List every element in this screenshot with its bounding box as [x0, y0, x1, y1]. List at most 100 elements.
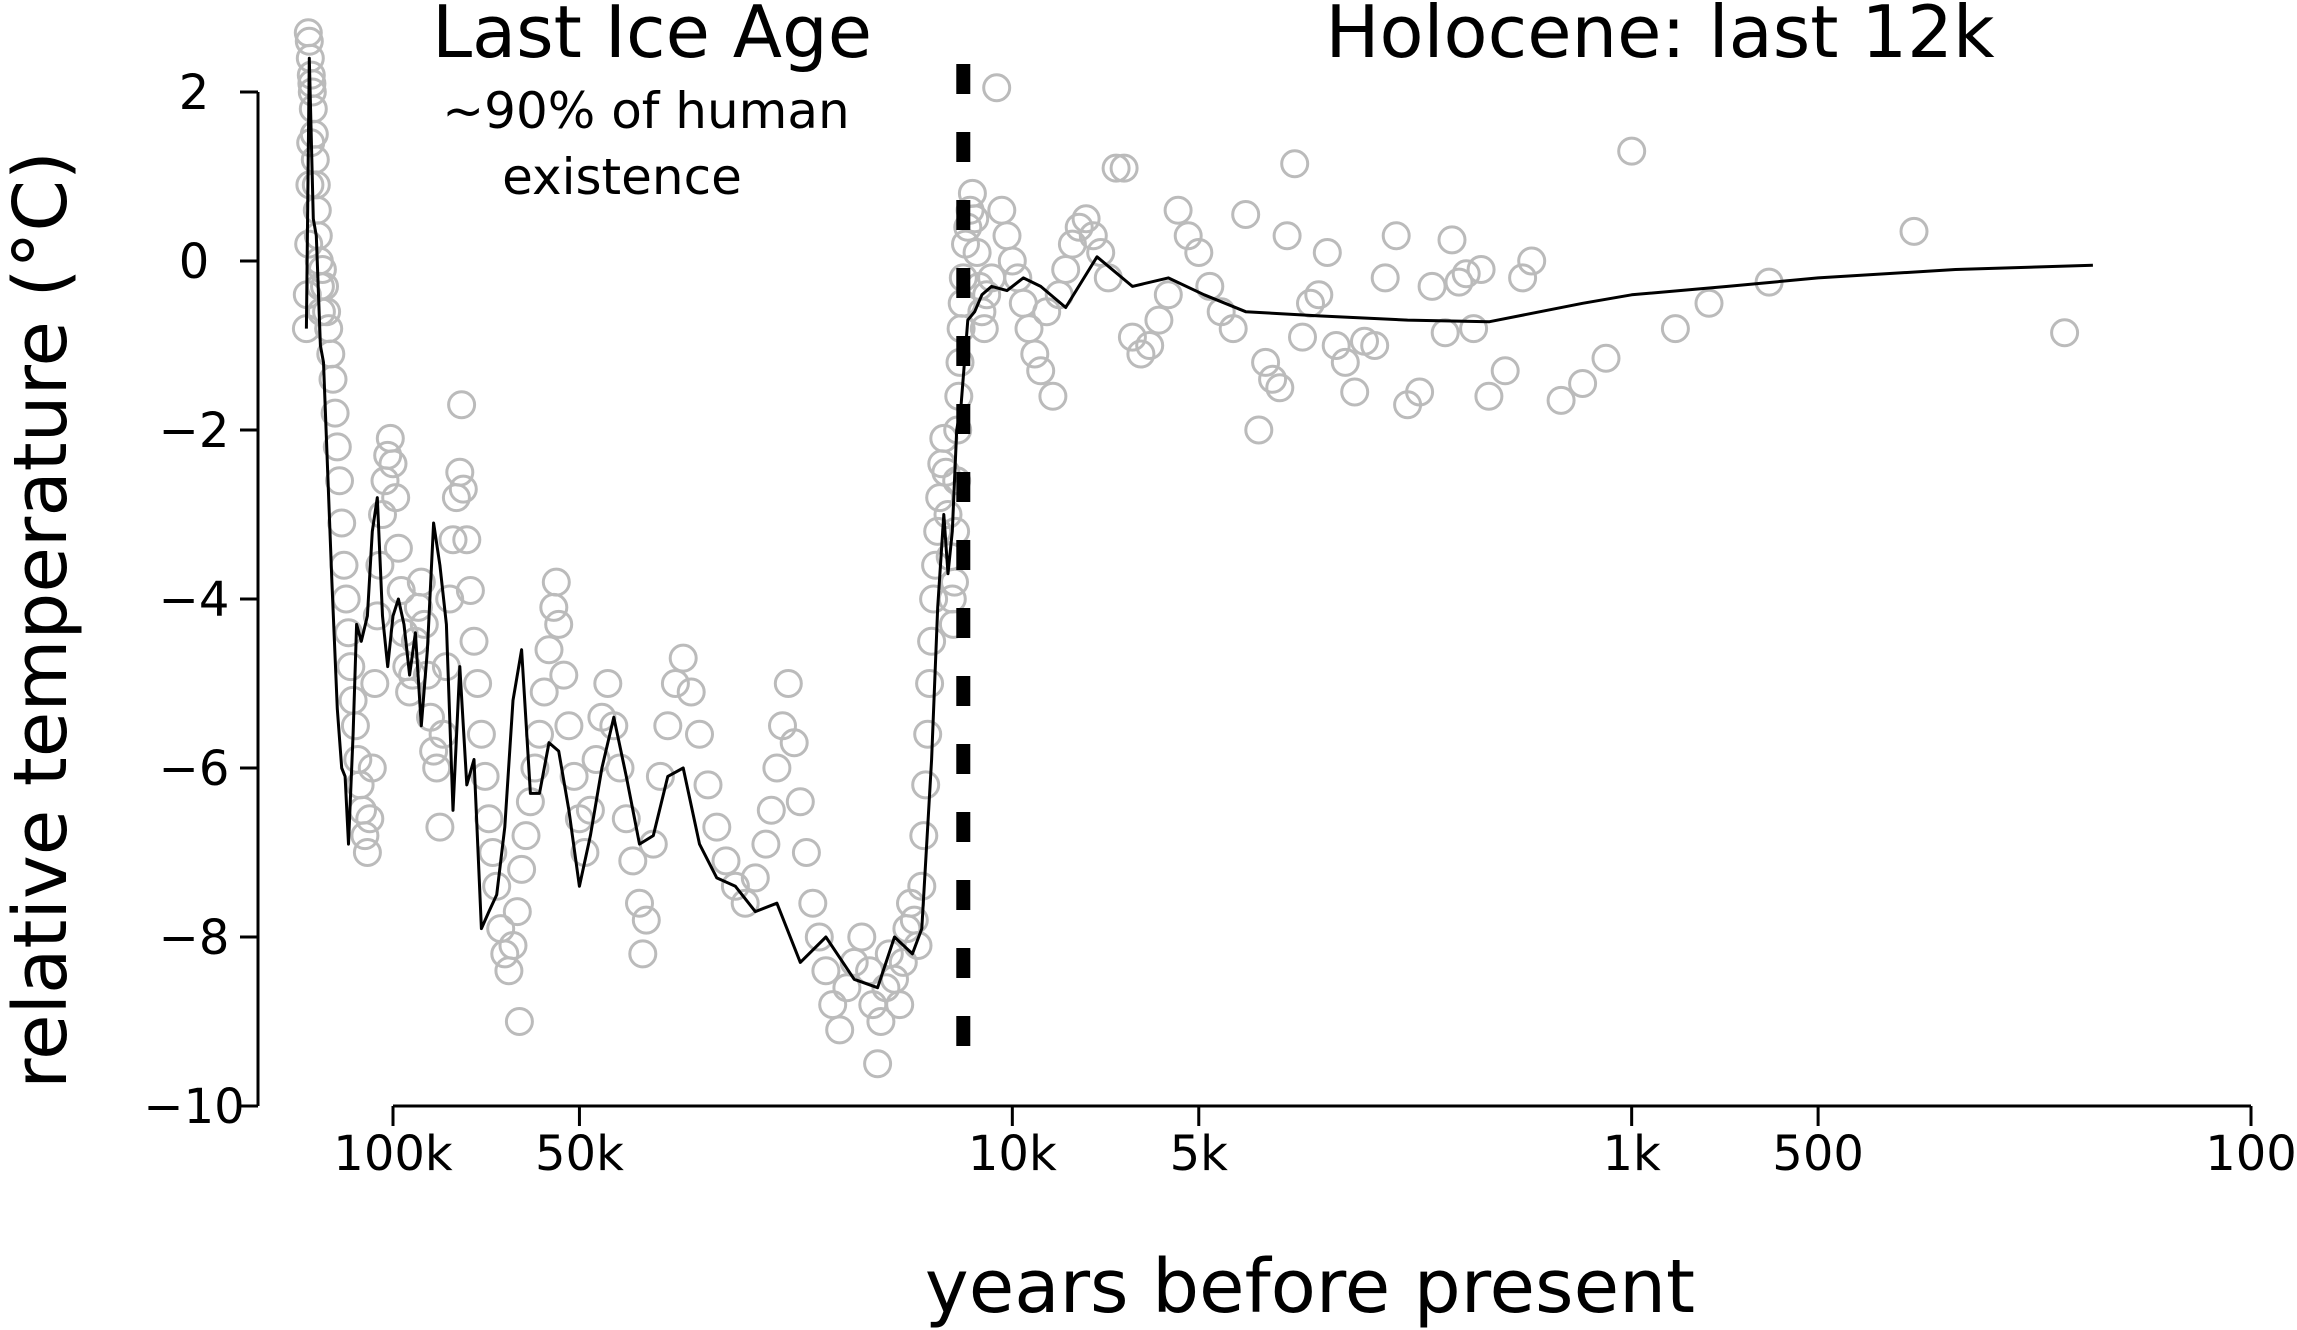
data-point [1321, 331, 1351, 360]
data-point [1466, 255, 1496, 284]
data-point [756, 795, 786, 825]
data-point [923, 516, 953, 546]
data-point [811, 956, 841, 986]
x-axis-title: years before present [925, 1244, 1695, 1330]
data-point [1231, 200, 1261, 229]
data-point [435, 584, 465, 614]
data-point [1272, 221, 1302, 251]
data-point [825, 1015, 855, 1045]
data-point [804, 922, 834, 952]
data-point [987, 195, 1017, 225]
x-tick-label: 10k [968, 1126, 1057, 1182]
data-point [962, 238, 992, 267]
data-point [1071, 204, 1101, 234]
x-tick-label: 100 [2205, 1126, 2297, 1182]
data-point [1568, 369, 1598, 398]
data-point [297, 69, 327, 98]
data-point [972, 280, 1002, 310]
y-axis: 2 0 −2 −4 −6 −8 −10 [143, 65, 260, 1135]
annotation-ice-age-subtitle-1: ~90% of human [442, 82, 849, 140]
data-point [336, 652, 366, 682]
smoothed-temperature-line [304, 56, 2093, 990]
data-point [1086, 238, 1116, 267]
data-point [740, 863, 770, 893]
data-point [445, 457, 475, 487]
data-point [343, 745, 373, 774]
data-point [544, 609, 574, 639]
data-point [478, 838, 508, 867]
x-tick-label: 1k [1602, 1126, 1661, 1182]
data-point [1184, 238, 1214, 267]
data-point [818, 990, 848, 1020]
data-point [751, 829, 781, 859]
data-point [1032, 297, 1062, 327]
data-point [294, 26, 324, 56]
data-point [1508, 263, 1538, 293]
data-point [1258, 364, 1288, 394]
data-point [511, 821, 541, 851]
data-point [348, 795, 377, 825]
data-point [1660, 314, 1690, 344]
data-point [730, 888, 760, 918]
data-point [355, 804, 385, 834]
data-point [762, 753, 792, 783]
data-point [352, 838, 382, 867]
data-point [320, 398, 350, 428]
data-point [378, 449, 408, 479]
annotation-ice-age-title: Last Ice Age [432, 0, 872, 74]
data-point [406, 567, 436, 597]
data-point [438, 525, 468, 555]
data-point [507, 854, 537, 884]
data-point [398, 660, 427, 690]
data-point [1451, 259, 1481, 289]
data-point [409, 609, 439, 639]
data-point [419, 736, 449, 766]
y-tick-label: −8 [159, 910, 230, 966]
data-point [668, 643, 698, 673]
data-point [502, 897, 532, 927]
data-point [940, 567, 969, 597]
data-point [318, 364, 348, 394]
data-point [685, 719, 714, 749]
data-point [470, 761, 500, 791]
annotation-ice-age-subtitle-2: existence [502, 148, 742, 206]
data-point [1304, 280, 1334, 310]
data-point [350, 821, 380, 851]
data-point [1265, 373, 1295, 403]
y-tick-label: −6 [159, 741, 230, 797]
data-point [866, 1007, 896, 1036]
data-point [779, 728, 809, 758]
data-point [441, 483, 471, 513]
data-point [1020, 339, 1050, 369]
data-point [1360, 331, 1390, 360]
data-point [549, 660, 579, 690]
data-point [1195, 271, 1225, 301]
data-point [539, 592, 569, 622]
data-point [1517, 246, 1547, 276]
data-point [386, 576, 416, 605]
data-point [504, 1007, 534, 1036]
data-point [1078, 221, 1108, 251]
data-point [1430, 318, 1460, 348]
data-point [660, 669, 690, 698]
data-point [541, 567, 571, 597]
smoothed-line-group [304, 56, 2093, 990]
data-point [422, 753, 452, 783]
data-point [1444, 267, 1474, 297]
data-point [448, 474, 478, 504]
data-point [554, 711, 584, 741]
data-point [455, 576, 485, 605]
data-point [331, 584, 361, 614]
x-tick-label: 5k [1170, 1126, 1229, 1182]
data-point [885, 990, 915, 1020]
data-point [520, 753, 550, 783]
x-axis: 100k 50k 10k 5k 1k 500 100 [333, 1104, 2297, 1182]
data-point [791, 838, 821, 867]
data-point [494, 956, 524, 986]
data-point [1251, 347, 1281, 377]
data-point [625, 888, 654, 918]
data-point [676, 677, 706, 707]
data-point [982, 73, 1012, 103]
data-point [559, 761, 589, 791]
data-point [295, 170, 325, 200]
